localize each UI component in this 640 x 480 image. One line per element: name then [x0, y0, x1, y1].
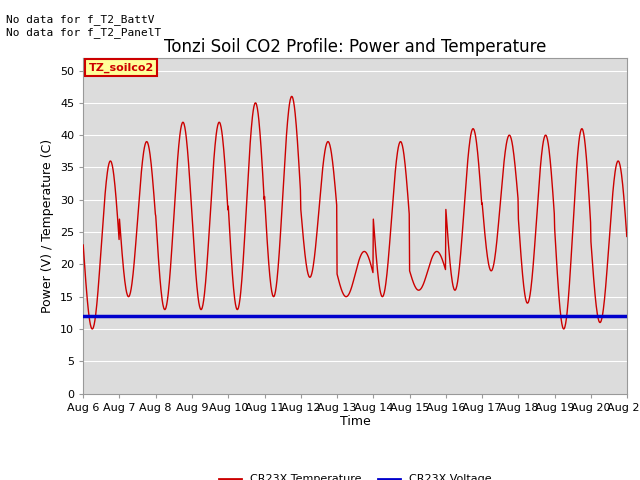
Text: No data for f_T2_BattV
No data for f_T2_PanelT: No data for f_T2_BattV No data for f_T2_… — [6, 14, 162, 38]
Text: TZ_soilco2: TZ_soilco2 — [88, 63, 154, 73]
Legend: CR23X Temperature, CR23X Voltage: CR23X Temperature, CR23X Voltage — [214, 470, 496, 480]
Title: Tonzi Soil CO2 Profile: Power and Temperature: Tonzi Soil CO2 Profile: Power and Temper… — [164, 38, 547, 56]
X-axis label: Time: Time — [340, 415, 371, 429]
Y-axis label: Power (V) / Temperature (C): Power (V) / Temperature (C) — [42, 139, 54, 312]
